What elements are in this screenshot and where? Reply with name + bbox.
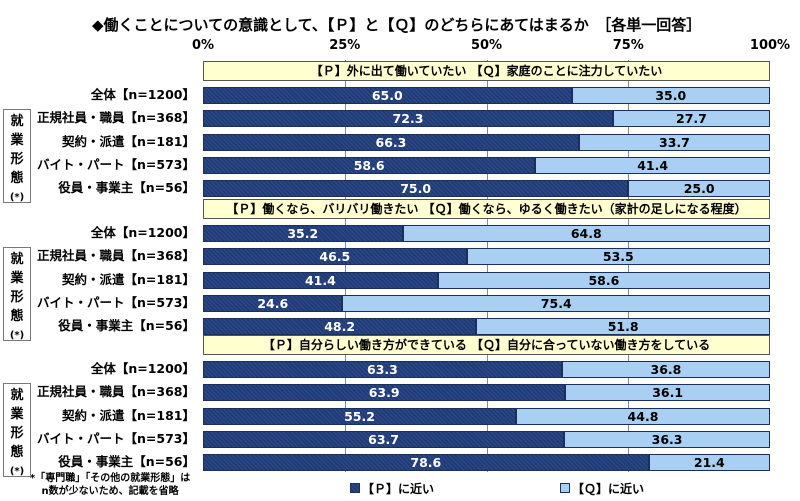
bar-q: 75.4 xyxy=(342,294,770,312)
bar-p: 78.6 xyxy=(203,454,649,472)
bar-p: 75.0 xyxy=(203,180,629,198)
legend-swatch-q xyxy=(560,483,570,493)
side-label-char: 業 xyxy=(10,271,24,286)
footnote: *「専門職」「その他の就業形態」は n数が少ないため、記載を省略 xyxy=(30,472,190,498)
bar-q: 58.6 xyxy=(437,271,770,289)
row-label: 役員・事業主【n=56】 xyxy=(58,180,195,196)
side-label-char: 業 xyxy=(10,133,24,148)
side-label-char: 就 xyxy=(10,252,24,267)
row-label: 契約・派遣【n=181】 xyxy=(62,271,195,287)
legend-p: 【Ｐ】に近い xyxy=(350,480,434,497)
bar-p: 46.5 xyxy=(203,248,467,266)
bar-p: 72.3 xyxy=(203,110,613,128)
side-label-char: 態 xyxy=(10,445,24,460)
bar-q: 44.8 xyxy=(515,407,770,425)
bar-p: 63.7 xyxy=(203,430,565,448)
side-label-char: 態 xyxy=(10,309,24,324)
legend-label-q: 【Ｑ】に近い xyxy=(572,482,645,496)
bar-q: 25.0 xyxy=(628,180,770,198)
bar-q: 41.4 xyxy=(535,156,770,174)
bar-p: 41.4 xyxy=(203,271,438,289)
side-label-char: 形 xyxy=(10,152,24,167)
chart-title: ◆働くことについての意識として、【Ｐ】と【Ｑ】のどちらにあてはまるか ［各単一回… xyxy=(92,16,702,34)
gridline xyxy=(486,60,488,472)
bar-q: 21.4 xyxy=(648,454,770,472)
row-label: 全体【n=1200】 xyxy=(90,225,195,240)
x-tick-label: 75% xyxy=(612,38,644,53)
side-label-char: (*) xyxy=(9,466,25,477)
side-label-char: (*) xyxy=(9,330,25,341)
side-label-char: 形 xyxy=(10,426,24,441)
footnote-line: n数が少ないため、記載を省略 xyxy=(41,486,179,497)
gridline xyxy=(628,60,630,472)
bar-p: 63.3 xyxy=(203,361,562,378)
row-label: バイト・パート【n=573】 xyxy=(37,294,195,310)
side-label-employment-type: 就業形態 (*) xyxy=(3,247,31,341)
group-header: 【Ｐ】自分らしい働き方ができている 【Ｑ】自分に合っていない働き方をしている xyxy=(203,335,770,355)
gridline xyxy=(344,60,346,472)
row-label: 役員・事業主【n=56】 xyxy=(58,454,195,470)
side-label-char: 業 xyxy=(10,407,24,422)
bar-q: 33.7 xyxy=(578,133,770,151)
bar-p: 24.6 xyxy=(203,294,343,312)
side-label-char: 態 xyxy=(10,171,24,186)
row-label: バイト・パート【n=573】 xyxy=(37,156,195,172)
legend-swatch-p xyxy=(350,483,360,493)
legend-q: 【Ｑ】に近い xyxy=(560,480,644,497)
bar-q: 53.5 xyxy=(466,248,770,266)
bar-q: 51.8 xyxy=(476,318,770,336)
bar-p: 35.2 xyxy=(203,225,403,242)
bar-p: 58.6 xyxy=(203,156,536,174)
bar-p: 66.3 xyxy=(203,133,579,151)
side-label-char: 就 xyxy=(10,388,24,403)
bar-q: 36.8 xyxy=(561,361,770,378)
bar-q: 64.8 xyxy=(402,225,770,242)
side-label-char: 就 xyxy=(10,114,24,129)
row-label: 契約・派遣【n=181】 xyxy=(62,133,195,149)
bar-p: 48.2 xyxy=(203,318,477,336)
row-label: 正規社員・職員【n=368】 xyxy=(37,110,195,126)
legend-label-p: 【Ｐ】に近い xyxy=(362,482,435,496)
bar-q: 36.1 xyxy=(565,384,770,402)
group-header: 【Ｐ】外に出て働いていたい 【Ｑ】家庭のことに注力していたい xyxy=(203,61,770,81)
side-label-employment-type: 就業形態 (*) xyxy=(3,383,31,477)
row-label: 役員・事業主【n=56】 xyxy=(58,318,195,334)
bar-q: 36.3 xyxy=(564,430,770,448)
side-label-char: 形 xyxy=(10,290,24,305)
row-label: 契約・派遣【n=181】 xyxy=(62,407,195,423)
x-tick-label: 25% xyxy=(329,38,361,53)
row-label: 全体【n=1200】 xyxy=(90,87,195,102)
side-label-employment-type: 就業形態 (*) xyxy=(3,109,31,203)
row-label: バイト・パート【n=573】 xyxy=(37,430,195,446)
group-header: 【Ｐ】働くなら、バリバリ働きたい 【Ｑ】働くなら、ゆるく働きたい（家計の足しにな… xyxy=(203,199,770,219)
x-tick-label: 100% xyxy=(749,38,791,53)
bar-p: 65.0 xyxy=(203,87,572,104)
x-tick-label: 50% xyxy=(470,38,503,53)
x-tick-label: 0% xyxy=(191,38,215,53)
row-label: 正規社員・職員【n=368】 xyxy=(37,384,195,400)
bar-p: 63.9 xyxy=(203,384,566,402)
bar-q: 27.7 xyxy=(612,110,770,128)
footnote-line: *「専門職」「その他の就業形態」は xyxy=(30,473,191,484)
side-label-char: (*) xyxy=(9,192,25,203)
row-label: 全体【n=1200】 xyxy=(90,361,195,376)
bar-p: 55.2 xyxy=(203,407,516,425)
row-label: 正規社員・職員【n=368】 xyxy=(37,248,195,264)
bar-q: 35.0 xyxy=(571,87,770,104)
